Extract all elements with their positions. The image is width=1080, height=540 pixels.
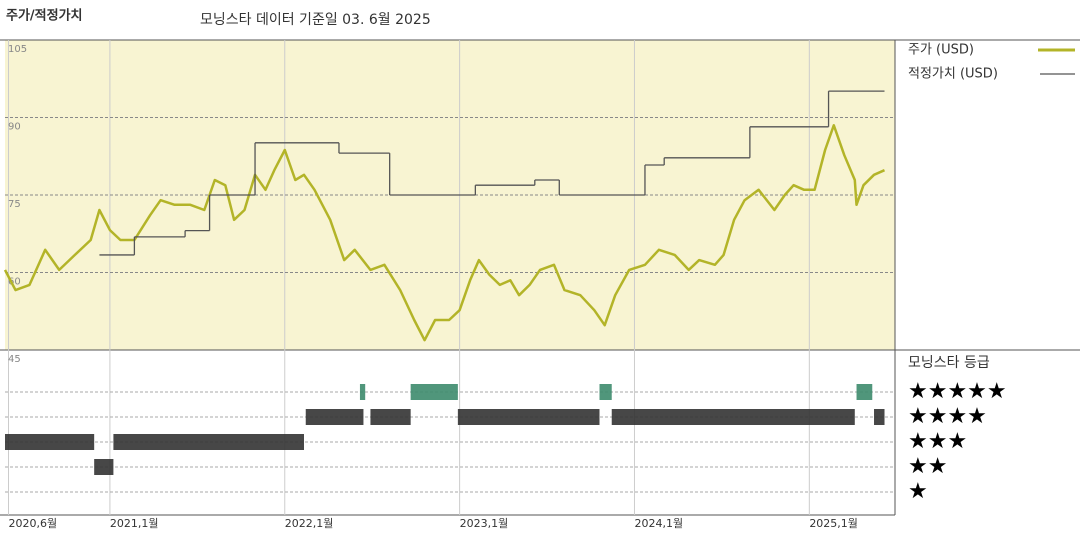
rating-bar: [611, 409, 855, 425]
rating-bar: [305, 409, 364, 425]
rating-label: ★★★★: [908, 404, 987, 429]
x-tick-label: 2025,1월: [809, 517, 858, 530]
rating-bar: [856, 384, 873, 400]
legend-label: 주가 (USD): [908, 43, 974, 58]
x-tick-label: 2023,1월: [460, 517, 509, 530]
rating-label: ★: [908, 479, 928, 504]
y-tick-label: 45: [8, 354, 21, 365]
chart-subtitle: 모닝스타 데이터 기준일 03. 6월 2025: [200, 12, 431, 28]
rating-bar: [94, 459, 114, 475]
rating-bar: [874, 409, 885, 425]
y-tick-label: 105: [8, 44, 27, 55]
rating-bar: [113, 434, 304, 450]
rating-bar: [599, 384, 612, 400]
rating-bar: [359, 384, 366, 400]
rating-bar: [410, 384, 458, 400]
y-tick-label: 90: [8, 122, 21, 133]
x-tick-label: 2022,1월: [285, 517, 334, 530]
x-tick-label: 2021,1월: [110, 517, 159, 530]
rating-bar: [5, 434, 95, 450]
rating-bar: [370, 409, 411, 425]
rating-label: ★★: [908, 454, 947, 479]
price-line: [3, 124, 886, 342]
y-tick-label: 75: [8, 199, 21, 210]
rating-label: ★★★: [908, 429, 967, 454]
chart-title: 주가/적정가치: [6, 8, 83, 24]
y-tick-label: 60: [8, 277, 21, 288]
rating-bar: [457, 409, 600, 425]
x-tick-label: 2024,1월: [634, 517, 683, 530]
x-tick-label: 2020,6월: [8, 517, 57, 530]
rating-title: 모닝스타 등급: [908, 355, 990, 371]
legend-label: 적정가치 (USD): [908, 67, 998, 82]
rating-label: ★★★★★: [908, 379, 1007, 404]
